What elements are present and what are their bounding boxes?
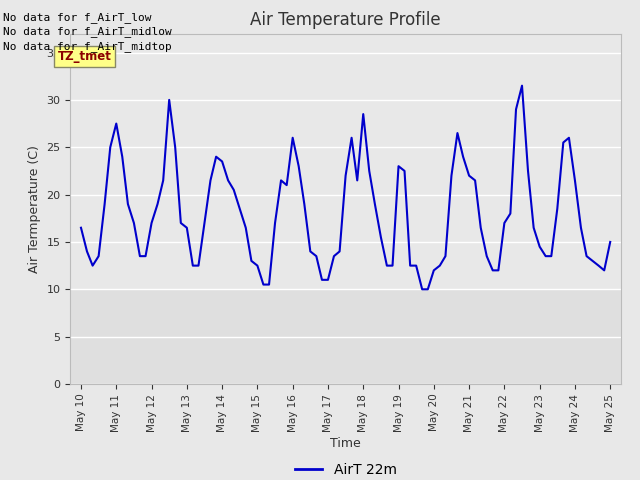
Text: No data for f_AirT_low: No data for f_AirT_low <box>3 12 152 23</box>
Text: No data for f_AirT_midlow: No data for f_AirT_midlow <box>3 26 172 37</box>
Title: Air Temperature Profile: Air Temperature Profile <box>250 11 441 29</box>
Text: TZ_tmet: TZ_tmet <box>58 50 111 63</box>
Bar <box>70 289 621 384</box>
Legend: AirT 22m: AirT 22m <box>289 457 402 480</box>
X-axis label: Time: Time <box>330 437 361 450</box>
Y-axis label: Air Termperature (C): Air Termperature (C) <box>28 145 41 273</box>
Text: No data for f_AirT_midtop: No data for f_AirT_midtop <box>3 41 172 52</box>
